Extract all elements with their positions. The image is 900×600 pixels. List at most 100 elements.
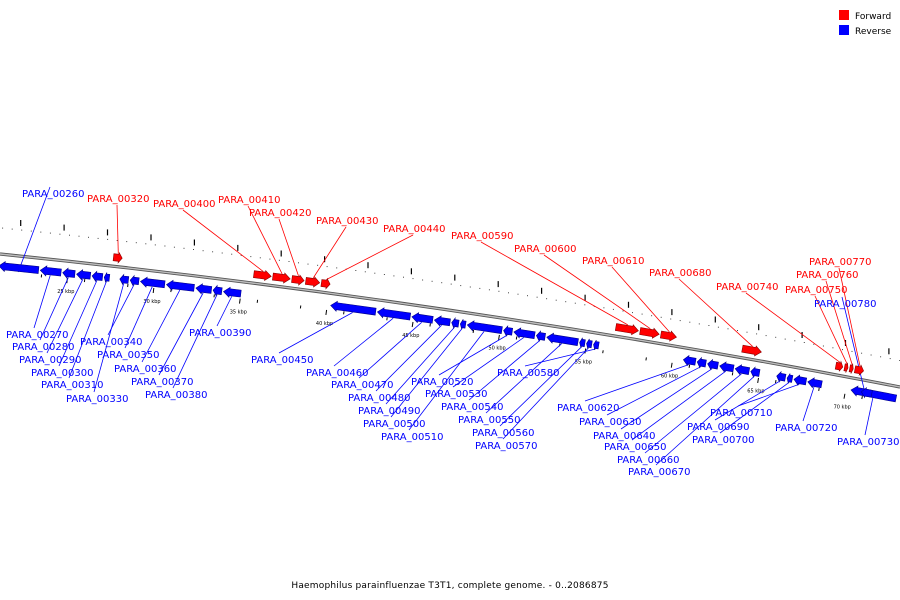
gene-label-para-00640[interactable]: PARA_00640 (593, 431, 655, 442)
gene-arrow-para-00670[interactable] (750, 366, 761, 379)
gene-label-para-00510[interactable]: PARA_00510 (381, 432, 443, 443)
gene-label-para-00560[interactable]: PARA_00560 (472, 428, 534, 439)
gene-arrow-para-00390[interactable] (223, 286, 242, 298)
gene-label-para-00680[interactable]: PARA_00680 (649, 268, 711, 279)
gene-arrow-para-00380[interactable] (212, 284, 223, 297)
gene-label-para-00720[interactable]: PARA_00720 (775, 423, 837, 434)
gene-label-para-00420[interactable]: PARA_00420 (249, 208, 311, 219)
gene-arrow-para-00360[interactable] (166, 279, 195, 292)
gene-label-para-00610[interactable]: PARA_00610 (582, 256, 644, 267)
gene-label-para-00780[interactable]: PARA_00780 (814, 299, 876, 310)
gene-arrow-para-00720[interactable] (807, 377, 823, 389)
gene-arrow-para-00700[interactable] (786, 373, 794, 384)
gene-arrow-para-00490[interactable] (451, 317, 460, 330)
gene-label-para-00690[interactable]: PARA_00690 (687, 422, 749, 433)
gene-label-para-00770[interactable]: PARA_00770 (809, 257, 871, 268)
gene-label-para-00590[interactable]: PARA_00590 (451, 231, 513, 242)
gene-label-para-00380[interactable]: PARA_00380 (145, 390, 207, 401)
gene-arrow-para-00330[interactable] (119, 273, 130, 286)
gene-label-para-00740[interactable]: PARA_00740 (716, 282, 778, 293)
gene-arrow-para-00730[interactable] (850, 385, 898, 403)
gene-arrow-para-00410[interactable] (272, 272, 291, 284)
gene-arrow-para-00480[interactable] (433, 315, 451, 327)
gene-arrow-para-00760[interactable] (848, 363, 854, 374)
gene-arrow-para-00460[interactable] (376, 307, 412, 321)
gene-arrow-para-00590[interactable] (614, 323, 639, 336)
gene-arrow-para-00430[interactable] (304, 276, 321, 288)
gene-arrow-para-00320[interactable] (112, 251, 123, 264)
gene-label-para-00530[interactable]: PARA_00530 (425, 389, 487, 400)
gene-arrow-para-00710[interactable] (793, 374, 808, 386)
gene-label-para-00370[interactable]: PARA_00370 (131, 377, 193, 388)
gene-arrow-para-00690[interactable] (776, 370, 787, 383)
gene-arrow-para-00680[interactable] (741, 344, 762, 357)
gene-label-para-00570[interactable]: PARA_00570 (475, 441, 537, 452)
gene-arrow-para-00620[interactable] (682, 354, 697, 367)
gene-arrow-para-00640[interactable] (707, 358, 719, 371)
gene-label-para-00730[interactable]: PARA_00730 (837, 437, 899, 448)
gene-label-para-00350[interactable]: PARA_00350 (97, 350, 159, 361)
gene-arrow-para-00310[interactable] (103, 272, 111, 283)
gene-arrow-para-00650[interactable] (719, 361, 735, 373)
gene-arrow-para-00630[interactable] (696, 356, 707, 369)
gene-arrow-para-00270[interactable] (39, 265, 62, 277)
gene-label-para-00430[interactable]: PARA_00430 (316, 216, 378, 227)
gene-label-para-00550[interactable]: PARA_00550 (458, 415, 520, 426)
gene-arrow-para-00300[interactable] (91, 270, 104, 283)
gene-label-para-00480[interactable]: PARA_00480 (348, 393, 410, 404)
gene-arrow-para-00340[interactable] (129, 274, 140, 287)
gene-arrow-para-00580[interactable] (593, 339, 600, 350)
gene-arrow-para-00770[interactable] (853, 364, 864, 376)
gene-label-para-00490[interactable]: PARA_00490 (358, 406, 420, 417)
gene-label-para-00320[interactable]: PARA_00320 (87, 194, 149, 205)
gene-arrow-para-00440[interactable] (320, 277, 331, 290)
gene-arrow-para-00400[interactable] (253, 269, 272, 282)
gene-label-para-00600[interactable]: PARA_00600 (514, 244, 576, 255)
gene-label-para-00440[interactable]: PARA_00440 (383, 224, 445, 235)
gene-arrow-para-00520[interactable] (503, 325, 514, 337)
gene-arrow-para-00530[interactable] (513, 327, 536, 340)
gene-label-para-00340[interactable]: PARA_00340 (80, 337, 142, 348)
gene-label-para-00700[interactable]: PARA_00700 (692, 435, 754, 446)
gene-label-para-00400[interactable]: PARA_00400 (153, 199, 215, 210)
gene-label-para-00500[interactable]: PARA_00500 (363, 419, 425, 430)
gene-arrow-para-00750[interactable] (843, 362, 849, 373)
gene-label-para-00760[interactable]: PARA_00760 (796, 270, 858, 281)
gene-arrow-para-00260[interactable] (0, 261, 40, 274)
gene-arrow-para-00290[interactable] (76, 269, 92, 281)
gene-arrow-para-00570[interactable] (586, 338, 593, 349)
gene-arrow-para-00780[interactable] (861, 386, 873, 399)
gene-label-para-00330[interactable]: PARA_00330 (66, 394, 128, 405)
gene-label-para-00390[interactable]: PARA_00390 (189, 328, 251, 339)
gene-label-para-00310[interactable]: PARA_00310 (41, 380, 103, 391)
gene-label-para-00620[interactable]: PARA_00620 (557, 403, 619, 414)
gene-label-para-00300[interactable]: PARA_00300 (31, 368, 93, 379)
gene-label-para-00630[interactable]: PARA_00630 (579, 417, 641, 428)
gene-arrow-para-00510[interactable] (466, 320, 503, 334)
gene-label-para-00710[interactable]: PARA_00710 (710, 408, 772, 419)
gene-label-para-00470[interactable]: PARA_00470 (331, 380, 393, 391)
gene-arrow-para-00500[interactable] (459, 319, 467, 330)
gene-label-para-00360[interactable]: PARA_00360 (114, 364, 176, 375)
gene-arrow-para-00370[interactable] (195, 283, 213, 295)
gene-label-para-00520[interactable]: PARA_00520 (411, 377, 473, 388)
gene-arrow-para-00740[interactable] (834, 360, 844, 372)
gene-label-para-00260[interactable]: PARA_00260 (22, 189, 84, 200)
gene-label-para-00270[interactable]: PARA_00270 (6, 330, 68, 341)
gene-arrow-para-00660[interactable] (734, 364, 751, 376)
gene-label-para-00540[interactable]: PARA_00540 (441, 402, 503, 413)
gene-arrow-para-00450[interactable] (330, 300, 377, 316)
gene-label-para-00750[interactable]: PARA_00750 (785, 285, 847, 296)
gene-arrow-para-00470[interactable] (411, 312, 434, 324)
gene-arrow-para-00420[interactable] (291, 274, 305, 286)
gene-label-para-00650[interactable]: PARA_00650 (604, 442, 666, 453)
gene-arrow-para-00610[interactable] (659, 330, 677, 342)
gene-label-para-00450[interactable]: PARA_00450 (251, 355, 313, 366)
gene-label-para-00670[interactable]: PARA_00670 (628, 467, 690, 478)
gene-arrow-para-00600[interactable] (639, 327, 660, 339)
gene-label-para-00580[interactable]: PARA_00580 (497, 368, 559, 379)
gene-label-para-00280[interactable]: PARA_00280 (12, 342, 74, 353)
gene-arrow-para-00280[interactable] (62, 267, 76, 279)
gene-label-para-00410[interactable]: PARA_00410 (218, 195, 280, 206)
gene-label-para-00290[interactable]: PARA_00290 (19, 355, 81, 366)
